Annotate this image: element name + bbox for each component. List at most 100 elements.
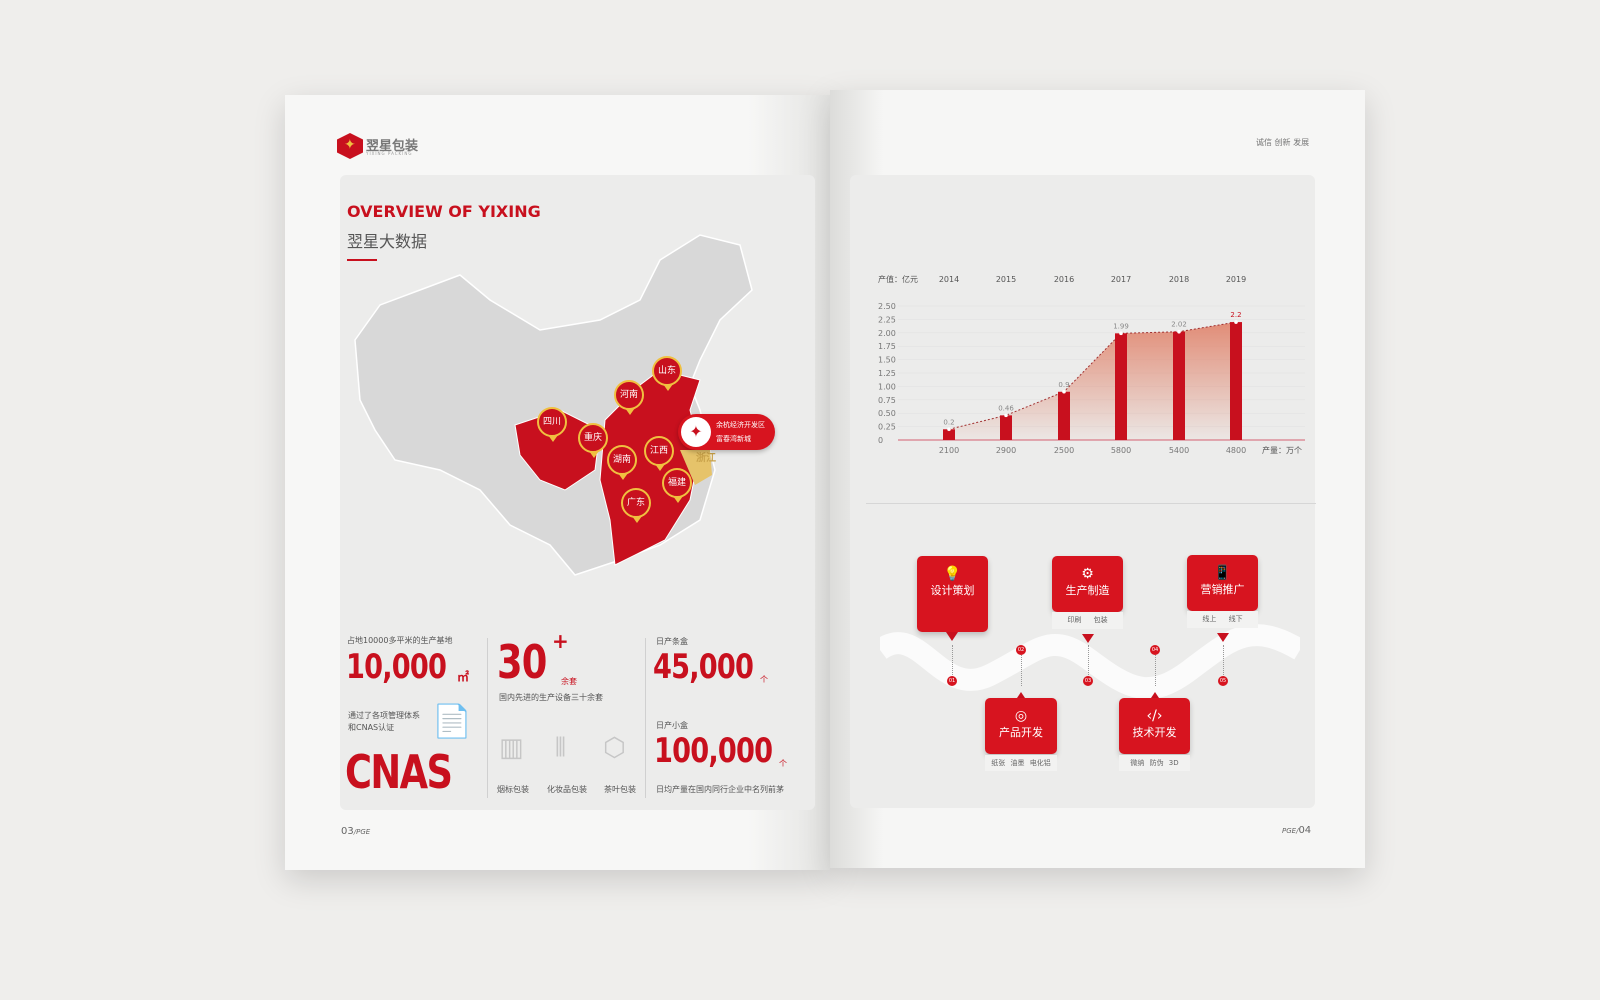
data-point: [1234, 320, 1238, 324]
x-category-label: 2015: [996, 275, 1016, 284]
title-underline: [347, 259, 377, 261]
bar-2017: [1115, 333, 1127, 440]
pin-henan: 河南: [614, 380, 644, 415]
step-number: 01: [947, 676, 957, 686]
code-icon: ‹/›: [1146, 708, 1163, 724]
y-tick-label: 2.00: [878, 329, 896, 338]
bar-2015: [1000, 415, 1012, 440]
map-base: [354, 234, 753, 576]
step-number: 04: [1150, 645, 1160, 655]
y-tick-label: 2.25: [878, 315, 896, 324]
process-node-production: ⚙ 生产制造: [1052, 556, 1123, 612]
daily-small-caption: 日产小盒: [656, 721, 688, 730]
y-tick-label: 1.25: [878, 369, 896, 378]
bar-chart: 0 0.25 0.50 0.75 1.00 1.25 1.50 1.75 2.00 2.25 2.5…: [878, 274, 1305, 455]
step-number: 02: [1016, 645, 1026, 655]
logo-name: 翌星包装: [366, 139, 419, 154]
hq-line1: 余杭经济开发区: [716, 421, 765, 429]
page-no: 03: [341, 826, 354, 837]
equipment-plus: +: [552, 629, 569, 653]
node-label: 技术开发: [1132, 726, 1177, 739]
pin-sichuan: 四川: [537, 407, 567, 442]
connector: [1088, 645, 1089, 681]
node-subs: 线上 线下: [1187, 611, 1258, 628]
factory-icon: ⚙: [1081, 566, 1094, 582]
x-category-label: 2017: [1111, 275, 1131, 284]
equipment-unit: 余套: [561, 677, 577, 686]
right-panel: [850, 175, 1315, 808]
trend-line: [948, 321, 1237, 430]
process-node-product-dev: ◎ 产品开发: [985, 698, 1057, 754]
daily-large-unit: 个: [760, 675, 768, 684]
pin-jiangxi: 江西: [644, 436, 674, 471]
pin-guangdong: 广东: [621, 488, 651, 523]
data-point: [1004, 413, 1008, 418]
area-unit: ㎡: [457, 670, 470, 684]
value-label: 0.9: [1058, 381, 1069, 389]
cert-caption-1: 通过了各项管理体系: [348, 711, 420, 720]
daily-small-note: 日均产量在国内同行企业中名列前茅: [656, 785, 784, 794]
divider: [487, 638, 488, 798]
map-zhejiang: [680, 450, 712, 485]
daily-large-caption: 日产条盒: [656, 637, 688, 646]
data-point: [1119, 331, 1123, 336]
pointer: [1149, 686, 1161, 701]
left-page-number: 03/PGE: [341, 826, 370, 837]
connector: [1021, 650, 1022, 686]
process-node-design: 💡 设计策划: [917, 556, 988, 632]
section-divider: [866, 503, 1316, 504]
x-bottom-label: 2500: [1054, 446, 1074, 455]
daily-small-unit: 个: [779, 759, 787, 768]
bar-2014: [943, 429, 955, 440]
divider: [645, 638, 646, 798]
x-bottom-label: 5400: [1169, 446, 1189, 455]
connector: [1223, 645, 1224, 681]
logo-sub: YIXING PACKING: [366, 151, 413, 156]
data-point: [947, 427, 951, 432]
label-zhejiang: 浙江: [696, 453, 716, 464]
category-tea: 茶叶包装: [604, 785, 636, 794]
x-category-label: 2019: [1226, 275, 1246, 284]
y-axis-label: 产值：亿元: [878, 274, 918, 284]
location-pin-icon: ◎: [1014, 708, 1028, 724]
node-subs: 微纳 防伪 3D: [1119, 755, 1190, 771]
step-number: 03: [1083, 676, 1093, 686]
y-tick-label: 0.50: [878, 409, 896, 418]
x-category-label: 2014: [939, 275, 959, 284]
cigarette-pack-icon: ▥: [499, 733, 524, 763]
cnas-value: CNAS: [345, 745, 453, 799]
lightbulb-icon: 💡: [943, 566, 962, 582]
title-en: OVERVIEW OF YIXING: [347, 202, 541, 221]
node-label: 设计策划: [930, 584, 975, 597]
x-axis-label: 产量：万个: [1262, 445, 1302, 455]
page-suffix: /PGE: [353, 828, 371, 836]
bar-2018: [1173, 331, 1185, 440]
y-tick-label: 0.25: [878, 423, 896, 432]
equipment-caption: 国内先进的生产设备三十余套: [499, 693, 603, 702]
right-page-number: PGE/04: [1282, 825, 1311, 836]
logo-icon: ✦: [337, 133, 363, 159]
connector: [1155, 650, 1156, 686]
data-point: [1062, 389, 1066, 394]
y-tick-label: 1.00: [878, 382, 896, 391]
x-bottom-label: 5800: [1111, 446, 1131, 455]
cert-caption-2: 和CNAS认证: [348, 723, 395, 732]
right-header: 诚信 创新 发展: [1256, 138, 1310, 147]
bar-2016: [1058, 391, 1070, 440]
x-category-label: 2016: [1054, 275, 1074, 284]
pointer: [1015, 686, 1027, 701]
node-label: 营销推广: [1200, 583, 1245, 596]
value-label: 1.99: [1113, 322, 1129, 330]
pin-fujian: 福建: [662, 468, 692, 503]
page-prefix: PGE/: [1282, 827, 1299, 835]
node-subs: 印刷 包装: [1052, 612, 1123, 629]
x-bottom-label: 2100: [939, 446, 959, 455]
step-number: 05: [1218, 676, 1228, 686]
page-no: 04: [1298, 825, 1312, 836]
y-tick-label: 0: [878, 436, 883, 445]
pin-chongqing: 重庆: [578, 423, 608, 458]
equipment-value: 30: [497, 635, 547, 689]
area-caption: 占地10000多平米的生产基地: [347, 636, 453, 645]
pointer: [1217, 633, 1229, 648]
x-bottom-label: 4800: [1226, 446, 1246, 455]
